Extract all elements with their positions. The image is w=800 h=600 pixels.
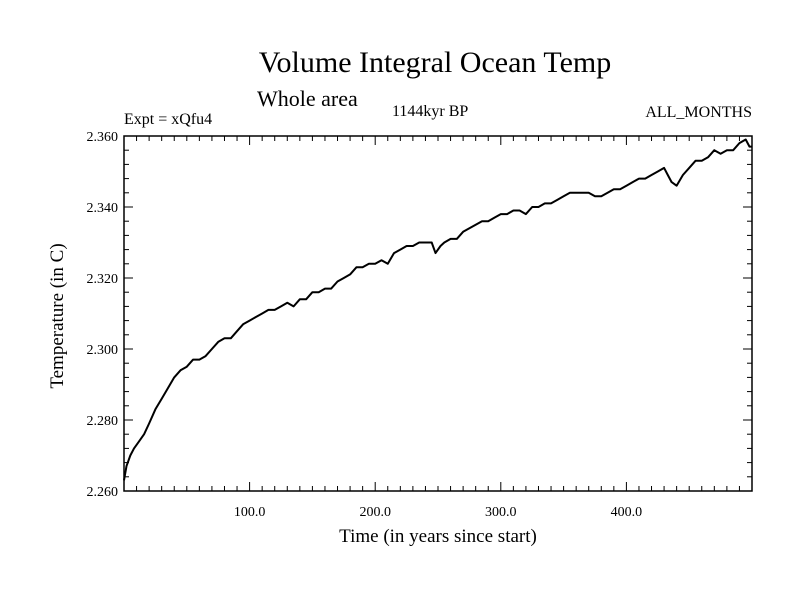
x-tick-label: 200.0 [359, 505, 391, 520]
x-tick-label: 300.0 [485, 505, 517, 520]
months-label: ALL_MONTHS [645, 104, 752, 121]
tick-marks [124, 136, 752, 491]
y-tick-label: 2.260 [87, 485, 119, 500]
x-tick-label: 400.0 [611, 505, 643, 520]
y-tick-label: 2.320 [87, 272, 119, 287]
series-line [123, 138, 752, 481]
chart-subtitle: Whole area [257, 86, 358, 111]
y-tick-label: 2.340 [87, 201, 119, 216]
tick-labels: 100.0 200.0 300.0 400.0 2.260 2.280 2.300 2.320… [87, 130, 643, 520]
plot-frame [123, 135, 753, 492]
experiment-label: Expt = xQfu4 [124, 111, 213, 128]
y-tick-label: 2.300 [87, 343, 119, 358]
x-tick-label: 100.0 [234, 505, 266, 520]
x-axis-label: Time (in years since start) [339, 526, 537, 547]
period-label: 1144kyr BP [392, 103, 469, 120]
y-tick-label: 2.360 [87, 130, 119, 145]
y-tick-label: 2.280 [87, 414, 119, 429]
chart-title: Volume Integral Ocean Temp [258, 46, 612, 79]
